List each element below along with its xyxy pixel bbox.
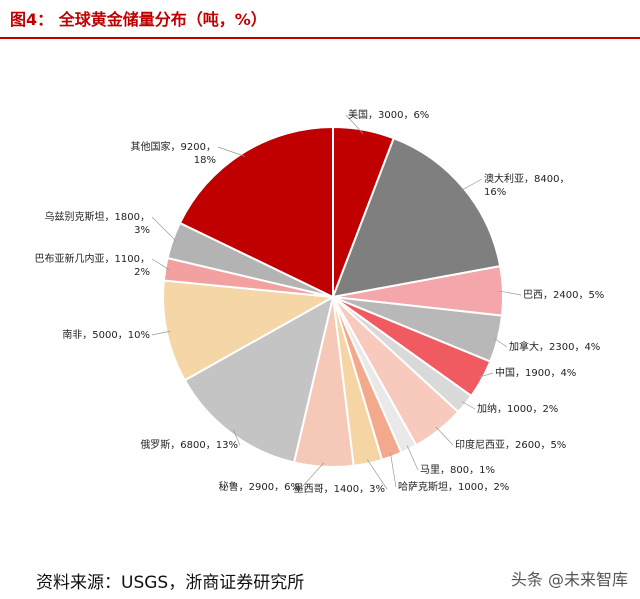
slice-label: 美国，3000，6% (348, 108, 429, 121)
watermark: 头条 @未来智库 (510, 570, 628, 589)
leader-line (478, 372, 494, 378)
title-divider (0, 37, 640, 39)
slice-label: 秘鲁，2900，6% (219, 480, 300, 493)
slice-label: 巴布亚新几内亚，1100， 2% (35, 252, 150, 278)
leader-line (151, 258, 170, 271)
slice-label: 俄罗斯，6800，13% (140, 438, 238, 451)
leader-line (498, 290, 522, 296)
leader-line (151, 216, 177, 242)
source-note: 资料来源：USGS，浙商证券研究所 (36, 573, 305, 593)
pie-slice-16 (178, 125, 334, 299)
chart-title: 图4： 全球黄金储量分布（吨，%） (10, 10, 267, 29)
leader-line (390, 452, 397, 488)
slice-label: 墨西哥，1400，3% (294, 483, 385, 495)
slice-label: 巴西，2400，5% (523, 289, 604, 301)
leader-line (366, 459, 388, 490)
pie-chart: 美国，3000，6% 澳大利亚，8400， 16% 巴西，2400，5% 加拿大，230… (35, 108, 605, 495)
slice-label: 马里，800，1% (420, 464, 495, 476)
slice-label: 加拿大，2300，4% (509, 340, 600, 353)
slice-label: 其他国家，9200， 18% (131, 140, 216, 166)
leader-line (301, 462, 325, 488)
slice-label: 中国，1900，4% (495, 366, 576, 379)
leader-line (232, 429, 241, 446)
leader-line (461, 401, 476, 410)
pie-slice-12 (183, 295, 335, 464)
slice-label: 哈萨克斯坦，1000，2% (398, 480, 509, 493)
leader-line (493, 337, 508, 348)
leader-line (435, 426, 454, 446)
leader-line (406, 445, 419, 471)
leader-line (460, 178, 483, 192)
slice-label: 南非，5000，10% (62, 328, 150, 341)
leader-line (345, 114, 364, 134)
slice-label: 印度尼西亚，2600，5% (455, 438, 566, 451)
leader-line (217, 146, 245, 157)
leader-line (151, 330, 171, 336)
pie-slice-2 (331, 136, 502, 299)
slice-label: 乌兹别克斯坦，1800， 3% (45, 210, 150, 236)
slice-label: 澳大利亚，8400， 16% (484, 172, 569, 198)
slice-label: 加纳，1000，2% (477, 402, 558, 415)
